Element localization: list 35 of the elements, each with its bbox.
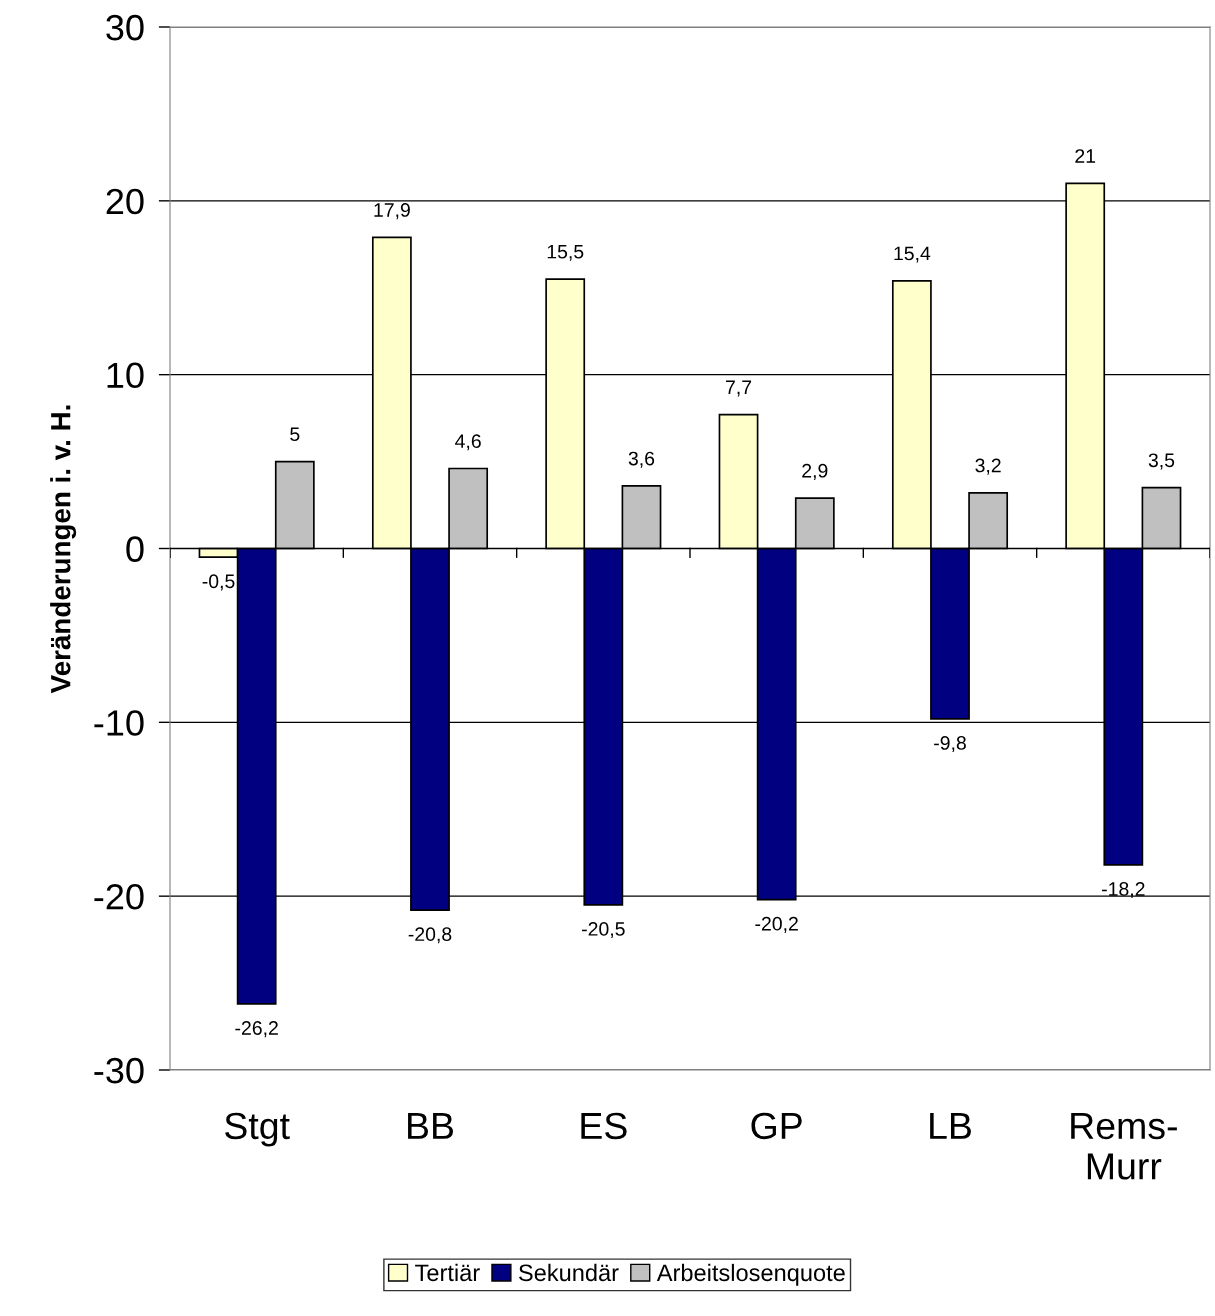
data-label: 3,2	[975, 458, 1001, 475]
y-tick-label: 0	[126, 536, 144, 562]
y-tick-label: -30	[94, 1057, 144, 1084]
data-label: -20,8	[408, 927, 452, 944]
data-label: 7,7	[726, 380, 752, 397]
data-label: 2,9	[802, 463, 828, 480]
x-tick-label: Stgt	[225, 1112, 290, 1147]
data-label: 4,6	[455, 434, 481, 451]
y-tick-label: -10	[94, 710, 144, 736]
legend-label: Sekundär	[519, 1263, 619, 1282]
data-label: 15,5	[547, 244, 584, 261]
x-tick-label: GP	[751, 1112, 802, 1140]
data-label: 3,5	[1148, 453, 1175, 470]
x-tick-label: LB	[930, 1113, 971, 1139]
x-tick-label: Rems- Murr	[1071, 1113, 1177, 1180]
data-label: -9,8	[934, 736, 966, 753]
y-tick-label: 10	[107, 362, 144, 389]
data-label: 17,9	[374, 203, 410, 220]
data-label: -0,5	[202, 574, 235, 591]
data-label: 21	[1075, 149, 1096, 163]
y-tick-label: -20	[94, 884, 144, 910]
data-label: 5	[290, 427, 300, 442]
y-tick-label: 20	[106, 188, 144, 215]
data-label: 3,6	[628, 451, 655, 468]
legend-label: Tertiär	[415, 1263, 480, 1282]
x-tick-label: BB	[408, 1113, 454, 1139]
x-tick-label: ES	[581, 1112, 627, 1140]
data-label: -20,2	[755, 916, 798, 933]
legend-label: Arbeitslosenquote	[656, 1263, 845, 1286]
data-label: 15,4	[894, 246, 931, 263]
y-tick-label: 30	[106, 14, 144, 41]
data-label: -20,5	[582, 922, 625, 939]
y-axis-title: Veränderungen i. v. H.	[50, 405, 77, 694]
data-label: -26,2	[235, 1021, 278, 1038]
data-label: -18,2	[1102, 882, 1145, 899]
